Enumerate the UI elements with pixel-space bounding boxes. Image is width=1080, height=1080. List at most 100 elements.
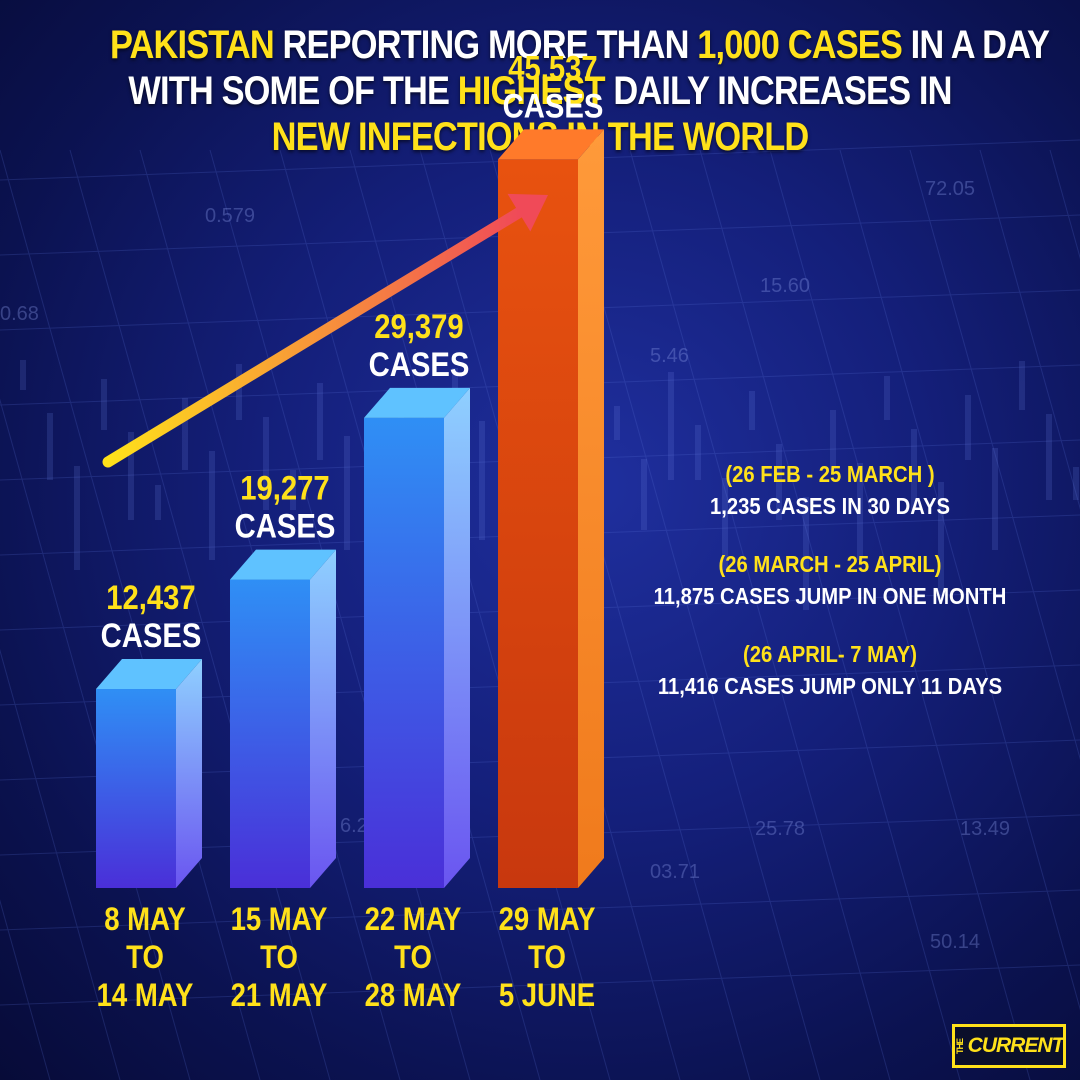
- note-period: (26 APRIL- 7 MAY): [743, 641, 917, 667]
- headline-segment: PAKISTAN: [110, 23, 275, 67]
- note-2: (26 MARCH - 25 APRIL) 11,875 CASES JUMP …: [645, 548, 1015, 612]
- category-label-line: 14 MAY: [97, 978, 194, 1013]
- bar-front: [230, 579, 310, 888]
- background-candle: [155, 485, 161, 520]
- category-label-line: 15 MAY: [231, 902, 328, 937]
- background-candle: [101, 379, 107, 430]
- background-candle: [803, 497, 809, 610]
- background-candle: [992, 448, 998, 550]
- background-candle: [695, 425, 701, 480]
- category-label-line: 21 MAY: [231, 978, 328, 1013]
- category-label-line: 8 MAY: [104, 902, 186, 937]
- background-candle: [209, 451, 215, 560]
- background-candle: [938, 482, 944, 600]
- bar: [230, 549, 336, 888]
- background-candle: [776, 444, 782, 520]
- bar-top: [364, 387, 470, 418]
- background-candle: [614, 406, 620, 440]
- note-period: (26 MARCH - 25 APRIL): [718, 551, 942, 577]
- background-number: 50.14: [930, 931, 980, 953]
- background-candle: [317, 383, 323, 460]
- bar-unit-label: CASES: [235, 506, 336, 545]
- background-number: 0.579: [205, 205, 255, 227]
- grid-line: [349, 149, 611, 1080]
- headline-line-2: WITH SOME OF THE HIGHEST DAILY INCREASES…: [110, 68, 970, 114]
- grid-line: [69, 149, 331, 1080]
- trend-arrow-head: [507, 193, 548, 232]
- background-number: 25.78: [755, 818, 805, 840]
- category-label: 22 MAY TO 28 MAY: [365, 902, 462, 1013]
- period-notes: (26 FEB - 25 MARCH ) 1,235 CASES IN 30 D…: [645, 458, 1015, 728]
- grid-line: [629, 149, 891, 1080]
- category-label-line: 28 MAY: [365, 978, 462, 1013]
- bar: [96, 659, 202, 888]
- background-candle: [884, 376, 890, 420]
- background-candle: [182, 398, 188, 470]
- category-label-line: TO: [126, 940, 164, 975]
- bar-value-label: 12,437: [106, 578, 195, 617]
- the-current-logo: THE CURRENT: [952, 1024, 1066, 1068]
- grid-line: [769, 149, 1031, 1080]
- headline-segment: IN A DAY: [901, 23, 1050, 67]
- background-number: 03.71: [650, 861, 700, 883]
- background-number: 15.60: [760, 275, 810, 297]
- bar-front: [364, 417, 444, 888]
- grid-line: [0, 889, 1080, 931]
- background-candle: [128, 432, 134, 520]
- background-candle: [911, 429, 917, 510]
- bar-value-label: 29,379: [374, 307, 463, 346]
- bar: [498, 129, 604, 888]
- bar: [364, 387, 470, 888]
- background-number: 13.49: [960, 818, 1010, 840]
- background-candle: [236, 364, 242, 420]
- logo-small-text: THE: [954, 1038, 965, 1054]
- note-1: (26 FEB - 25 MARCH ) 1,235 CASES IN 30 D…: [645, 458, 1015, 522]
- bar-unit-label: CASES: [101, 616, 202, 655]
- note-description: 11,875 CASES JUMP IN ONE MONTH: [653, 583, 1007, 609]
- grid-line: [979, 149, 1080, 510]
- background-number: 0.68: [0, 303, 39, 325]
- grid-line: [0, 964, 1080, 1006]
- background-candle: [1073, 467, 1079, 500]
- background-candle: [749, 391, 755, 430]
- grid-line: [0, 398, 191, 1080]
- note-3: (26 APRIL- 7 MAY) 11,416 CASES JUMP ONLY…: [645, 638, 1015, 702]
- bar-top: [498, 129, 604, 160]
- bar-unit-label: CASES: [503, 86, 604, 125]
- grid-line: [839, 149, 1080, 1011]
- background-candle: [344, 436, 350, 550]
- category-label-line: 5 JUNE: [499, 978, 595, 1013]
- note-description: 11,416 CASES JUMP ONLY 11 DAYS: [657, 673, 1003, 699]
- grid-line: [0, 648, 121, 1080]
- background-candle: [857, 463, 863, 560]
- background-candle: [479, 421, 485, 540]
- bar-value-label: 19,277: [240, 468, 329, 507]
- bar-top: [96, 659, 202, 690]
- bar-value-label: 45,537: [508, 48, 597, 87]
- background-candle: [722, 478, 728, 570]
- background-candle: [263, 417, 269, 510]
- bar-side: [444, 387, 470, 888]
- headline: PAKISTAN REPORTING MORE THAN 1,000 CASES…: [110, 22, 1050, 160]
- category-label-line: 22 MAY: [365, 902, 462, 937]
- category-label-line: TO: [394, 940, 432, 975]
- background-candle: [290, 470, 296, 510]
- background-candle: [20, 360, 26, 390]
- background-number: 6.2: [340, 815, 368, 837]
- headline-segment: HIGHEST: [457, 69, 606, 113]
- bar-top: [230, 549, 336, 580]
- bar-front: [96, 689, 176, 888]
- headline-segment: WITH SOME OF THE: [128, 69, 458, 113]
- headline-line-1: PAKISTAN REPORTING MORE THAN 1,000 CASES…: [110, 22, 1050, 68]
- headline-segment: REPORTING MORE THAN: [273, 23, 698, 67]
- category-label-line: TO: [260, 940, 298, 975]
- category-label: 8 MAY TO 14 MAY: [97, 902, 194, 1013]
- trend-arrow-shaft: [102, 207, 525, 468]
- category-label-line: TO: [528, 940, 566, 975]
- bar-front: [498, 159, 578, 888]
- bar-side: [176, 659, 202, 888]
- background-candle: [965, 395, 971, 460]
- logo-main-text: CURRENT: [967, 1034, 1065, 1057]
- background-candle: [1046, 414, 1052, 500]
